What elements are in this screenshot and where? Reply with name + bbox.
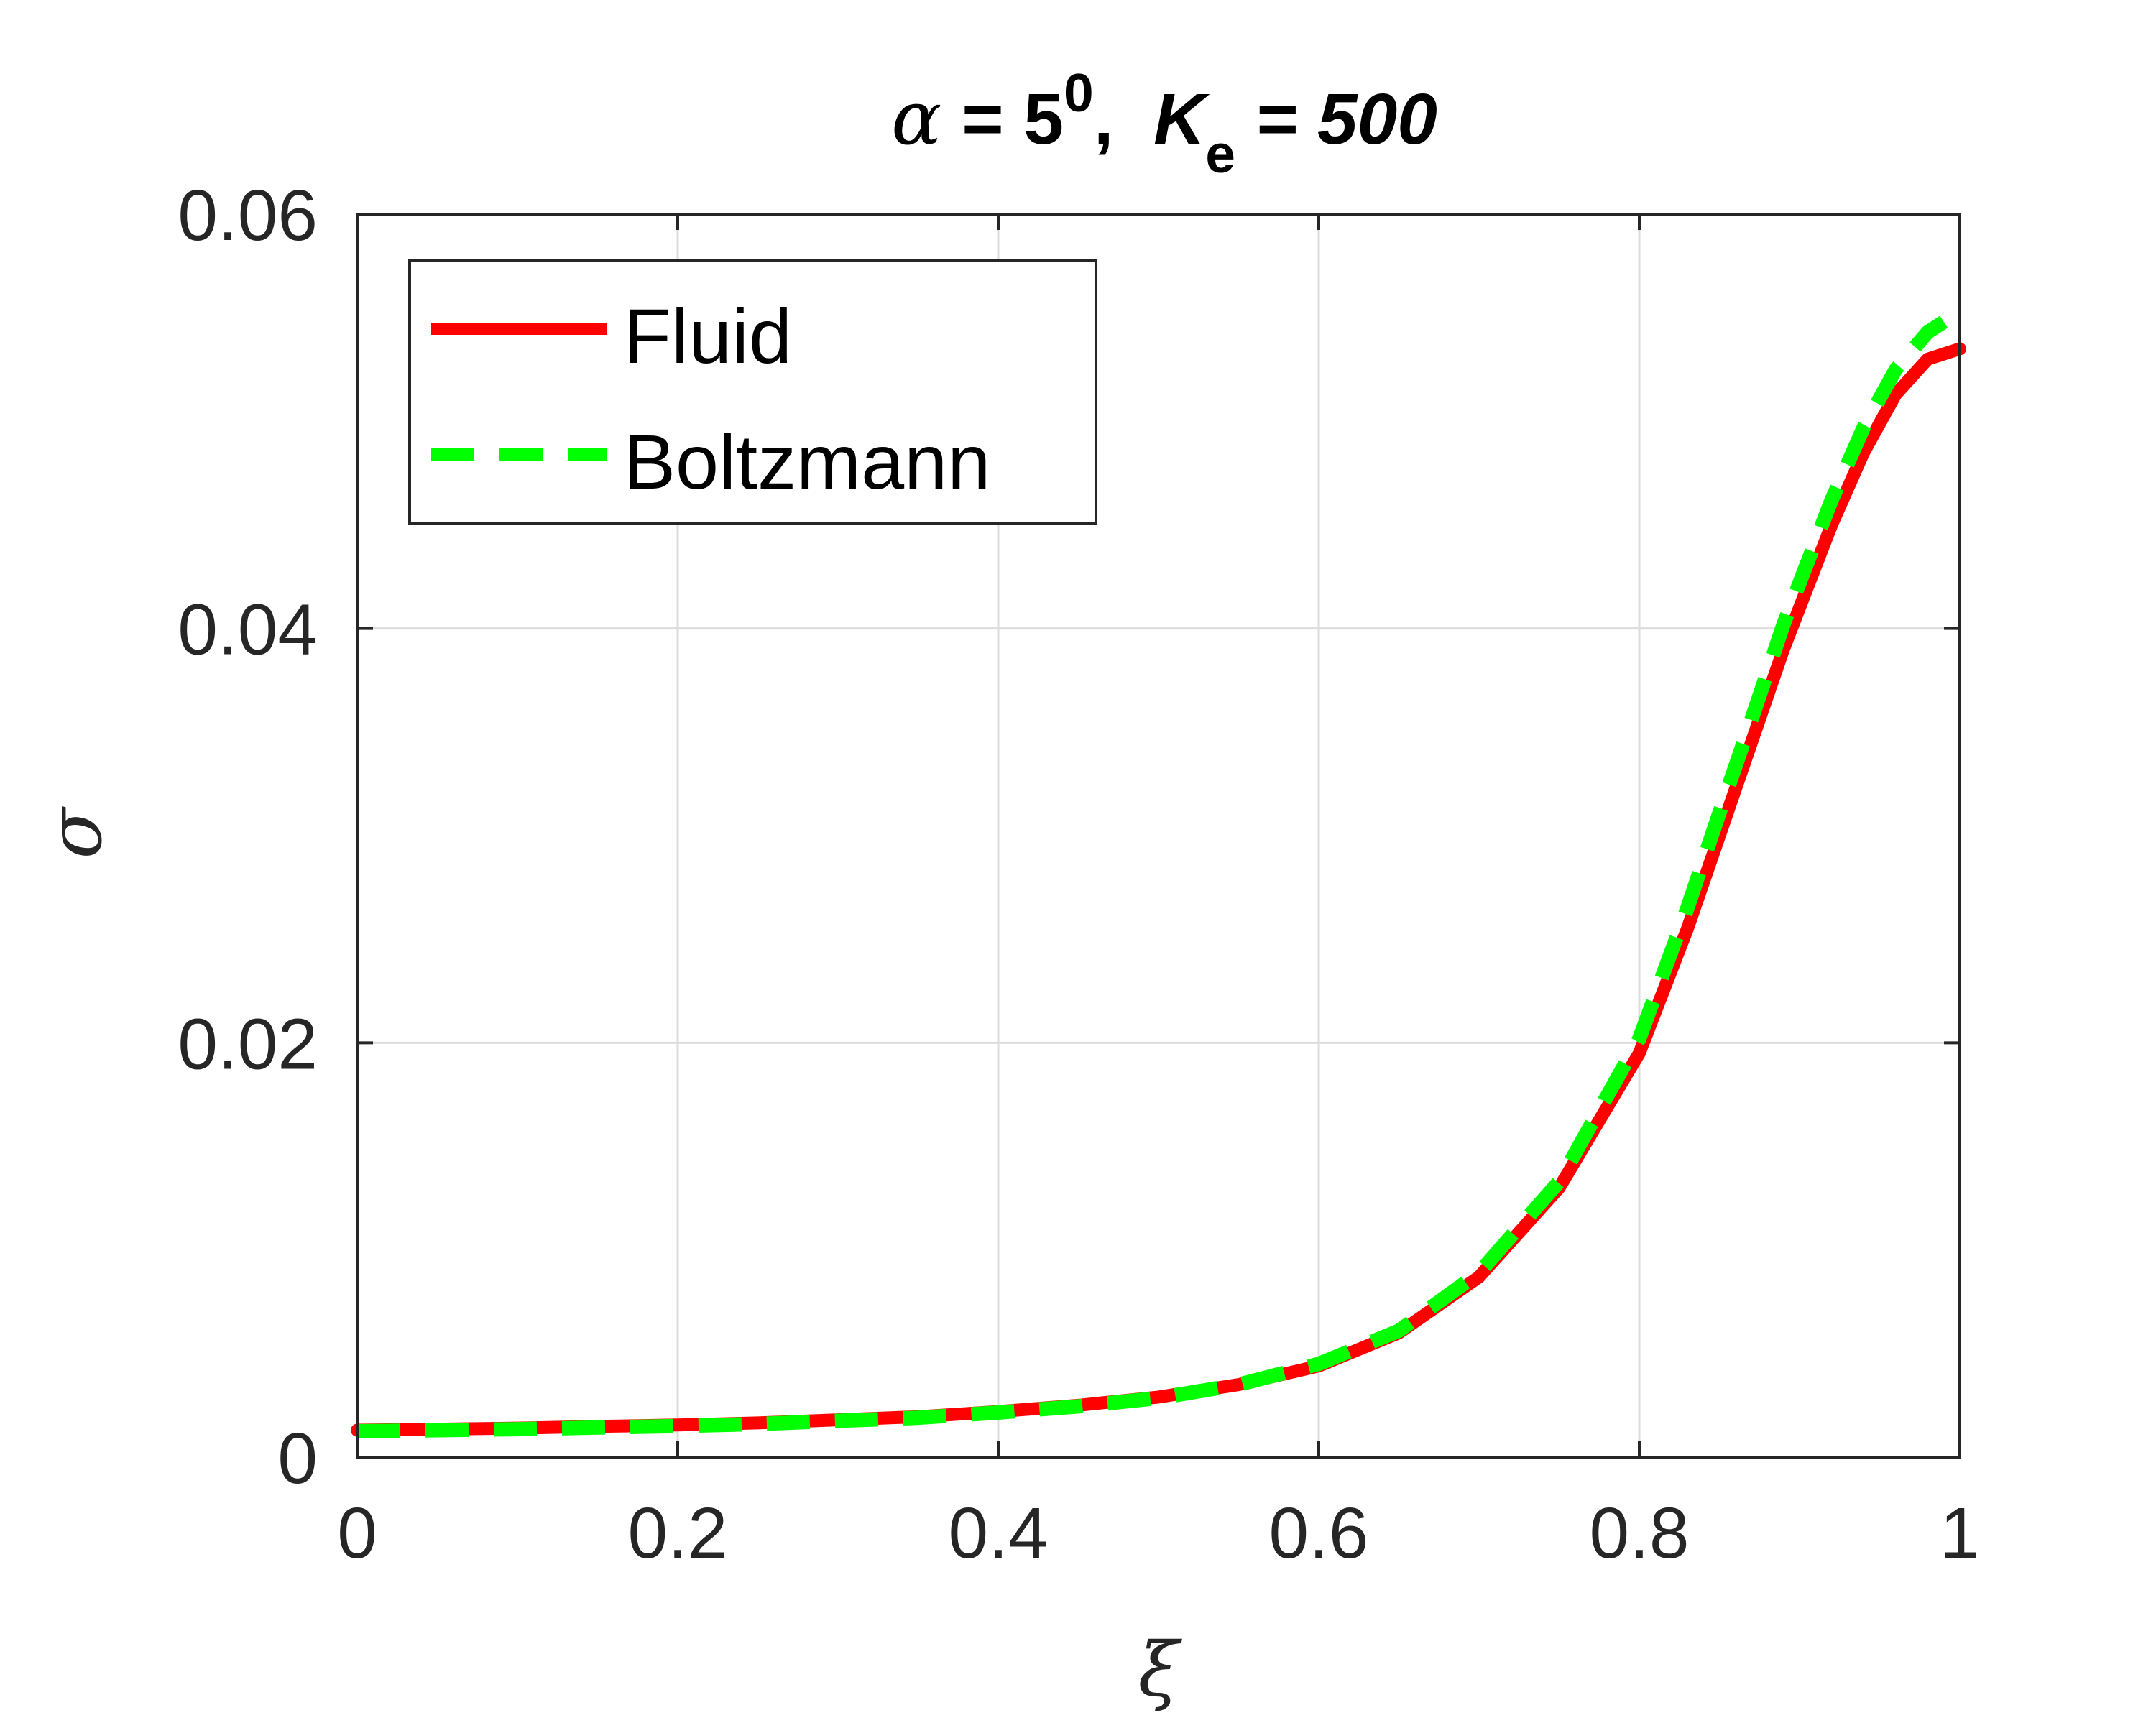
y-tick-label-2: 0.04 <box>178 590 318 670</box>
title-separator: , <box>1094 79 1153 160</box>
plot-frame <box>356 213 1961 1459</box>
y-tick-label-0: 0 <box>277 1418 318 1499</box>
y-tick-label-1: 0.02 <box>178 1004 318 1084</box>
title-k-symbol: K <box>1153 79 1210 160</box>
series-lines <box>351 315 1966 1438</box>
x-tick-label-0: 0 <box>337 1493 377 1574</box>
title-alpha-value: = 5 <box>941 79 1064 160</box>
title-alpha-symbol: α <box>891 74 941 162</box>
y-tick-label-3: 0.06 <box>178 175 318 256</box>
series-line-boltzmann <box>356 315 1948 1438</box>
x-tick-label-3: 0.6 <box>1268 1493 1368 1574</box>
legend-label-boltzmann: Boltzmann <box>624 418 990 505</box>
title-alpha-superscript: 0 <box>1064 63 1094 123</box>
title-k-subscript: e <box>1205 124 1235 184</box>
axes <box>356 213 1961 1459</box>
chart-title: α = 50, Ke = 500 <box>891 63 1437 184</box>
x-axis-label: ξ <box>1138 1626 1182 1714</box>
title-k-value: = 500 <box>1235 79 1437 160</box>
legend: Fluid Boltzmann <box>408 259 1097 525</box>
legend-label-fluid: Fluid <box>624 292 792 379</box>
y-tick-labels: 0 0.02 0.04 0.06 <box>178 175 318 1499</box>
x-tick-label-1: 0.2 <box>627 1493 727 1574</box>
x-tick-label-5: 1 <box>1940 1493 1980 1574</box>
y-axis-label: σ <box>31 806 119 859</box>
legend-box <box>408 259 1097 525</box>
x-tick-labels: 0 0.2 0.4 0.6 0.8 1 <box>337 1493 1980 1574</box>
x-tick-label-4: 0.8 <box>1589 1493 1689 1574</box>
x-tick-label-2: 0.4 <box>948 1493 1048 1574</box>
